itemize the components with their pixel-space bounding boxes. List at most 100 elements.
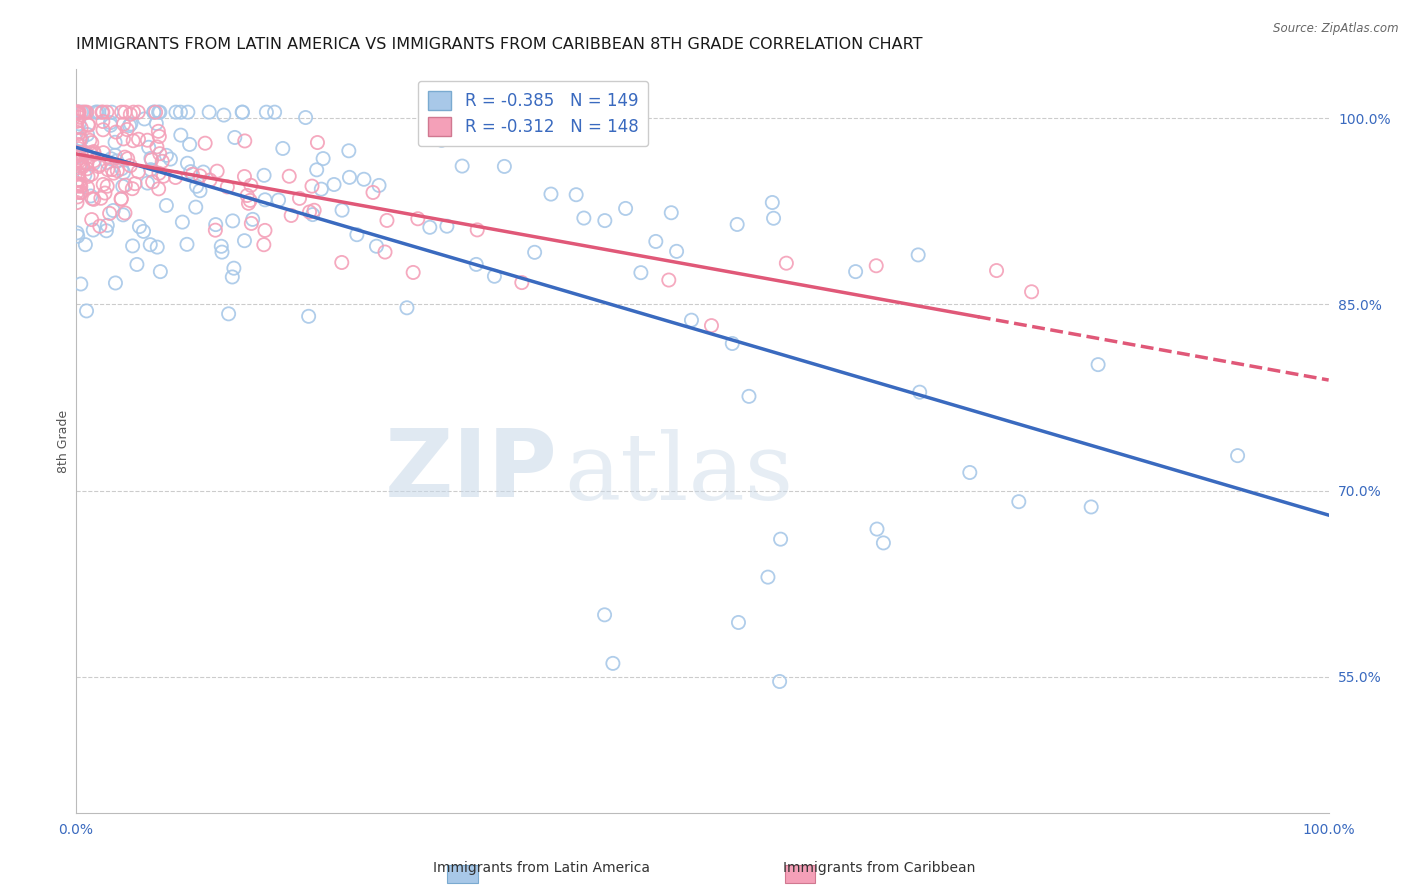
Point [136, 176, 159, 190]
Point [212, 108, 235, 122]
Point [152, 169, 174, 184]
Point [761, 195, 783, 210]
Point [204, 223, 226, 237]
Point [127, 105, 149, 120]
Point [66, 105, 89, 120]
Point [100, 105, 122, 120]
Point [368, 178, 391, 193]
Point [100, 118, 122, 132]
Point [79, 133, 101, 147]
Point [188, 169, 211, 183]
Point [665, 244, 688, 259]
Point [301, 208, 323, 222]
Point [339, 170, 361, 185]
Point [242, 212, 264, 227]
Point [986, 263, 1008, 277]
Point [76, 105, 98, 120]
Point [114, 105, 136, 120]
Point [176, 237, 198, 252]
Point [301, 179, 323, 194]
Point [233, 169, 256, 184]
Point [278, 169, 301, 184]
Point [125, 257, 148, 271]
Point [294, 111, 316, 125]
Point [155, 198, 177, 212]
Point [602, 657, 624, 671]
Point [149, 146, 172, 161]
Point [76, 161, 98, 176]
Point [96, 179, 118, 194]
Point [112, 165, 135, 179]
Point [254, 105, 277, 120]
Point [165, 105, 187, 120]
Point [721, 336, 744, 351]
Point [253, 193, 276, 207]
Point [395, 301, 418, 315]
Point [91, 114, 114, 128]
Point [80, 167, 103, 181]
Point [66, 177, 89, 191]
Point [179, 137, 201, 152]
Point [120, 117, 142, 131]
Point [90, 191, 112, 205]
Point [66, 125, 89, 139]
Point [70, 120, 93, 135]
Point [66, 120, 89, 134]
Point [775, 256, 797, 270]
Point [305, 162, 328, 177]
Point [132, 224, 155, 238]
Point [104, 148, 127, 162]
Point [96, 219, 118, 233]
Legend: R = -0.385   N = 149, R = -0.312   N = 148: R = -0.385 N = 149, R = -0.312 N = 148 [418, 81, 648, 146]
Point [96, 224, 118, 238]
Point [136, 133, 159, 147]
Point [114, 206, 136, 220]
Point [67, 154, 90, 169]
Point [75, 145, 97, 160]
Point [67, 142, 90, 156]
Y-axis label: 8th Grade: 8th Grade [58, 409, 70, 473]
Point [451, 159, 474, 173]
Point [959, 466, 981, 480]
Point [145, 116, 167, 130]
Point [872, 536, 894, 550]
Point [209, 239, 232, 253]
Point [148, 124, 170, 138]
Point [465, 257, 488, 271]
Point [72, 158, 94, 172]
Point [271, 141, 294, 155]
Point [142, 105, 165, 120]
Point [1021, 285, 1043, 299]
Point [112, 117, 135, 131]
Point [170, 128, 193, 142]
Point [644, 235, 666, 249]
Point [77, 119, 100, 133]
Point [141, 153, 163, 167]
Point [66, 186, 89, 200]
Point [76, 150, 98, 164]
Point [70, 105, 93, 120]
Point [756, 570, 779, 584]
Point [87, 105, 110, 120]
Point [406, 211, 429, 226]
Point [148, 166, 170, 180]
Point [181, 167, 204, 181]
Point [98, 206, 121, 220]
Point [66, 137, 89, 152]
Point [66, 146, 89, 161]
Point [908, 385, 931, 400]
Point [120, 159, 142, 173]
Point [727, 615, 749, 630]
Point [463, 105, 485, 120]
Point [177, 105, 200, 120]
Point [149, 264, 172, 278]
Point [176, 156, 198, 170]
Point [263, 105, 285, 120]
Point [139, 237, 162, 252]
Point [402, 265, 425, 279]
Point [149, 105, 172, 120]
Point [172, 215, 194, 229]
Point [83, 146, 105, 161]
Point [211, 245, 233, 260]
Point [101, 162, 124, 177]
